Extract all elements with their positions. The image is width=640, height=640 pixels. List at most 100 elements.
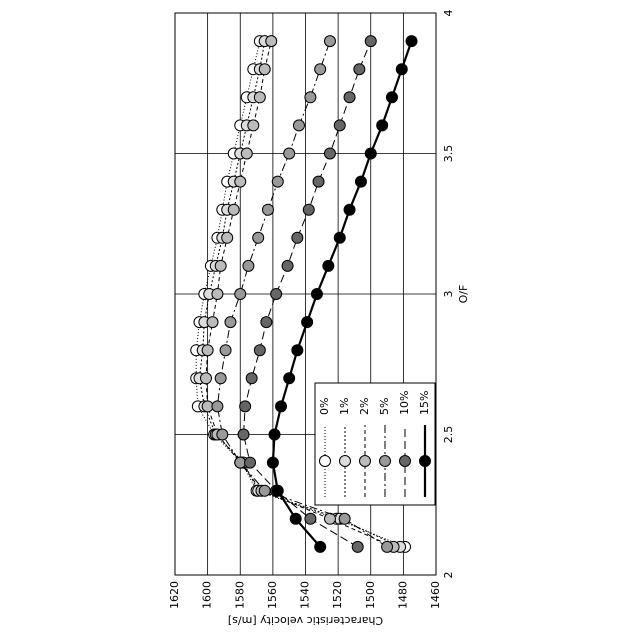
legend-label: 1% bbox=[338, 398, 351, 415]
data-point bbox=[292, 345, 303, 356]
legend-label: 0% bbox=[318, 398, 331, 415]
data-point bbox=[215, 373, 226, 384]
data-point bbox=[245, 457, 256, 468]
x-tick-label: 3 bbox=[442, 291, 455, 298]
y-tick-label: 1460 bbox=[429, 581, 442, 609]
data-point bbox=[315, 541, 326, 552]
legend-label: 2% bbox=[358, 398, 371, 415]
y-tick-label: 1580 bbox=[233, 581, 246, 609]
data-point bbox=[267, 457, 278, 468]
data-point bbox=[323, 260, 334, 271]
data-point bbox=[354, 64, 365, 75]
data-point bbox=[377, 120, 388, 131]
data-point bbox=[305, 513, 316, 524]
data-point bbox=[259, 64, 270, 75]
chart: 1460 1480 1500 1520 1540 1560 1580 1600 1620 2 2.5… bbox=[0, 0, 640, 640]
data-point bbox=[334, 120, 345, 131]
y-tick-label: 1500 bbox=[364, 581, 377, 609]
legend-box bbox=[315, 383, 435, 505]
data-point bbox=[262, 204, 273, 215]
data-point bbox=[344, 92, 355, 103]
y-tick-label: 1600 bbox=[201, 581, 214, 609]
data-point bbox=[261, 317, 272, 328]
data-point bbox=[241, 148, 252, 159]
data-point bbox=[238, 429, 249, 440]
legend-marker bbox=[380, 456, 391, 467]
legend-label: 15% bbox=[418, 391, 431, 415]
data-point bbox=[212, 401, 223, 412]
data-point bbox=[284, 373, 295, 384]
data-point bbox=[222, 232, 233, 243]
data-point bbox=[315, 64, 326, 75]
data-point bbox=[254, 345, 265, 356]
rotated-chart: 1460 1480 1500 1520 1540 1560 1580 1600 1620 2 2.5… bbox=[168, 10, 470, 628]
x-tick-label: 4 bbox=[442, 10, 455, 17]
legend-marker bbox=[320, 456, 331, 467]
data-point bbox=[272, 176, 283, 187]
data-point bbox=[305, 92, 316, 103]
data-point bbox=[302, 317, 313, 328]
data-point bbox=[324, 36, 335, 47]
data-point bbox=[259, 485, 270, 496]
data-point bbox=[344, 204, 355, 215]
data-point bbox=[365, 36, 376, 47]
data-point bbox=[271, 289, 282, 300]
data-point bbox=[290, 513, 301, 524]
data-point bbox=[382, 541, 393, 552]
data-point bbox=[284, 148, 295, 159]
data-point bbox=[324, 513, 335, 524]
legend-label: 10% bbox=[398, 391, 411, 415]
y-axis-title: Characteristic velocity [m/s] bbox=[228, 614, 383, 627]
data-point bbox=[311, 289, 322, 300]
data-point bbox=[276, 401, 287, 412]
data-point bbox=[243, 260, 254, 271]
data-point bbox=[272, 485, 283, 496]
data-point bbox=[217, 429, 228, 440]
data-point bbox=[293, 120, 304, 131]
data-point bbox=[248, 120, 259, 131]
y-tick-label: 1620 bbox=[168, 581, 181, 609]
data-point bbox=[235, 289, 246, 300]
x-axis-title: O/F bbox=[457, 285, 470, 304]
data-point bbox=[215, 260, 226, 271]
data-point bbox=[225, 317, 236, 328]
data-point bbox=[396, 64, 407, 75]
legend: 0% 1% 2% 5% 10% 15% bbox=[315, 383, 435, 505]
data-point bbox=[269, 429, 280, 440]
legend-marker bbox=[400, 456, 411, 467]
data-point bbox=[339, 513, 350, 524]
data-point bbox=[207, 317, 218, 328]
data-point bbox=[292, 232, 303, 243]
x-tick-label: 2 bbox=[442, 572, 455, 579]
y-tick-label: 1480 bbox=[396, 581, 409, 609]
y-tick-label: 1520 bbox=[331, 581, 344, 609]
data-point bbox=[202, 345, 213, 356]
legend-marker bbox=[420, 456, 431, 467]
data-point bbox=[246, 373, 257, 384]
legend-label: 5% bbox=[378, 398, 391, 415]
x-tick-label: 3.5 bbox=[442, 145, 455, 163]
data-point bbox=[352, 541, 363, 552]
data-point bbox=[253, 232, 264, 243]
legend-marker bbox=[340, 456, 351, 467]
data-point bbox=[200, 373, 211, 384]
data-point bbox=[212, 289, 223, 300]
data-point bbox=[220, 345, 231, 356]
data-point bbox=[282, 260, 293, 271]
y-tick-label: 1560 bbox=[266, 581, 279, 609]
data-point bbox=[240, 401, 251, 412]
data-point bbox=[406, 36, 417, 47]
y-tick-label: 1540 bbox=[299, 581, 312, 609]
data-point bbox=[386, 92, 397, 103]
data-point bbox=[355, 176, 366, 187]
data-point bbox=[313, 176, 324, 187]
data-point bbox=[334, 232, 345, 243]
data-point bbox=[365, 148, 376, 159]
data-point bbox=[254, 92, 265, 103]
legend-marker bbox=[360, 456, 371, 467]
data-point bbox=[228, 204, 239, 215]
data-point bbox=[303, 204, 314, 215]
data-point bbox=[235, 176, 246, 187]
x-tick-label: 2.5 bbox=[442, 426, 455, 444]
data-point bbox=[324, 148, 335, 159]
